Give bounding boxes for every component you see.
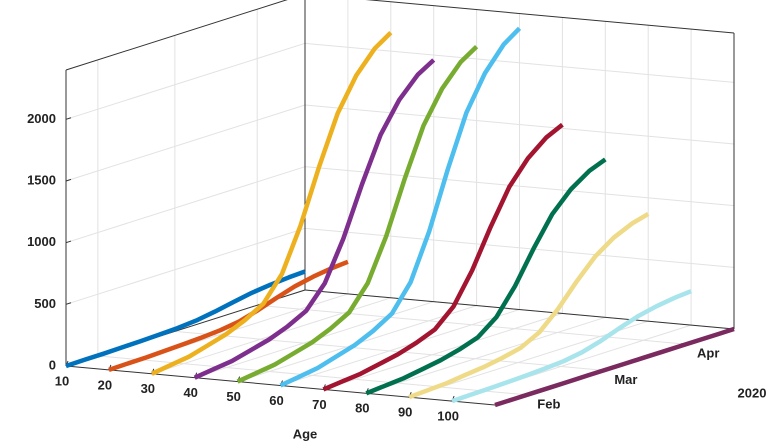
series-line [236,44,479,384]
grid-line [65,42,306,120]
z-tick-label: 0 [49,357,56,372]
series-line [451,289,692,404]
x-tick-label: 40 [183,385,197,400]
tick-mark [65,302,72,305]
x-tick-label: 30 [141,381,155,396]
x-tick-label: 60 [269,393,283,408]
z-tick-label: 1000 [27,234,56,249]
grid-line [323,312,563,390]
grid-line [65,166,306,244]
grid-line [174,330,604,371]
grid-line [366,316,606,394]
x-tick-label: 70 [312,397,326,412]
x-tick-label: 100 [437,409,459,424]
x-tick-label: 80 [355,401,369,416]
grid-line [97,355,527,396]
series-line [65,269,306,369]
series-line [108,259,349,373]
axis-edge [304,289,735,330]
axis-edge [365,0,735,34]
grid-line [257,304,687,345]
x-tick-label: 20 [98,377,112,392]
x-tick-label: 10 [55,373,69,388]
tick-mark [65,178,72,182]
x-tick-label: 90 [398,405,412,420]
series-line [322,122,564,392]
series-line [279,26,522,388]
y-tick-label: Apr [697,346,719,361]
x-axis-label: Age [293,426,318,441]
series-line [365,157,607,396]
z-tick-label: 2000 [27,111,56,126]
grid-line [65,227,306,305]
series-line [193,58,436,380]
y-axis-label: 2020 [738,385,767,400]
grid-line [280,309,520,386]
series-line [494,326,735,408]
y-tick-label: Feb [537,396,560,411]
axis-edge [65,0,288,71]
grid-line [65,104,306,182]
z-tick-label: 1500 [27,172,56,187]
series-line [150,30,393,376]
x-tick-label: 50 [226,389,240,404]
y-tick-label: Mar [614,372,637,387]
series-line [408,211,650,400]
tick-mark [65,117,72,120]
tick-mark [65,240,72,244]
z-tick-label: 500 [34,296,56,311]
